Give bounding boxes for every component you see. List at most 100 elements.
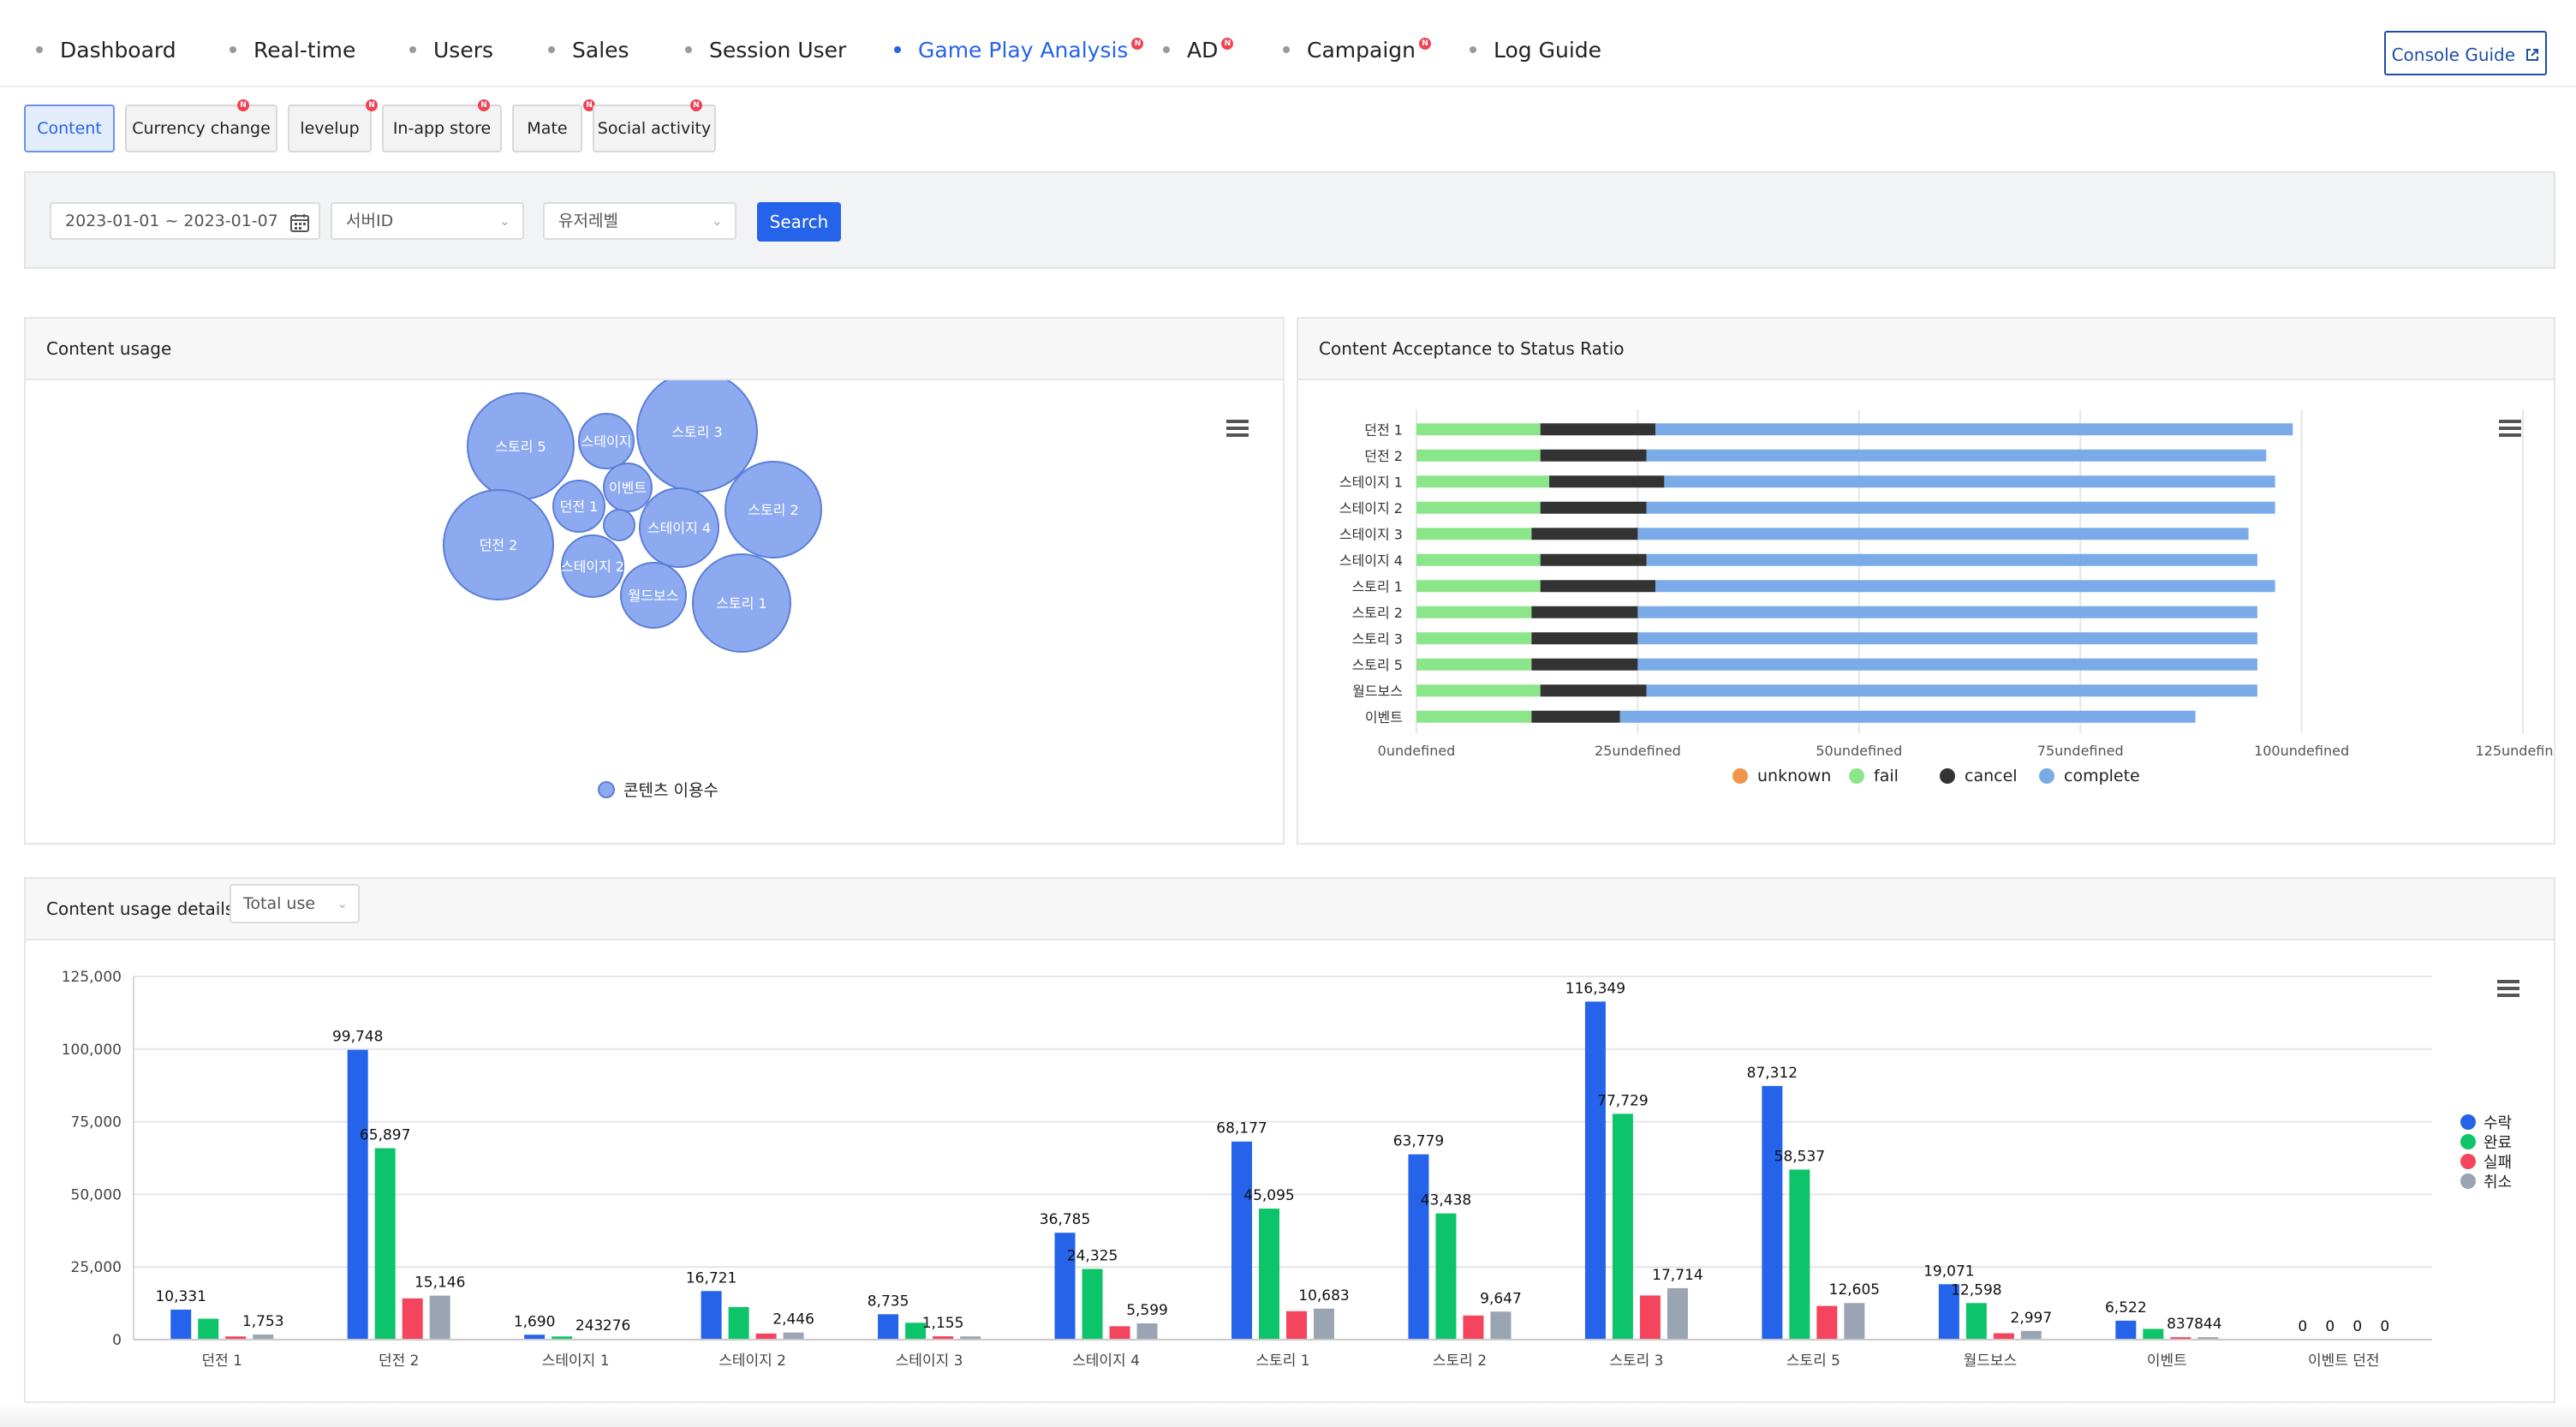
bar[interactable] — [728, 1307, 749, 1340]
bar[interactable] — [1490, 1311, 1512, 1340]
nav-tab-real-time[interactable]: Real-time — [230, 38, 355, 63]
bar-segment[interactable] — [1531, 606, 1638, 618]
bar[interactable] — [960, 1336, 981, 1340]
bar-segment[interactable] — [1646, 449, 2267, 462]
server-id-select[interactable]: 서버ID ⌄ — [331, 202, 524, 240]
bar[interactable] — [1054, 1233, 1076, 1340]
bubble[interactable]: 스토리 5 — [467, 392, 575, 500]
bar[interactable] — [1286, 1311, 1307, 1340]
bar[interactable] — [2115, 1320, 2137, 1340]
nav-tab-ad[interactable]: AD N — [1163, 38, 1234, 63]
bar-segment[interactable] — [1416, 553, 1541, 566]
bar[interactable] — [1463, 1315, 1484, 1340]
calendar-icon[interactable] — [289, 211, 310, 245]
bar-segment[interactable] — [1637, 606, 2257, 618]
chart-menu-icon[interactable] — [2499, 420, 2521, 437]
bar[interactable] — [552, 1336, 573, 1340]
bar-segment[interactable] — [1540, 449, 1647, 462]
bar[interactable] — [2143, 1328, 2164, 1340]
bar-segment[interactable] — [1646, 684, 2257, 697]
bar-segment[interactable] — [1540, 501, 1647, 514]
bar-segment[interactable] — [1540, 684, 1647, 697]
bar-segment[interactable] — [1416, 580, 1541, 593]
bar[interactable] — [1965, 1303, 1987, 1340]
bubble[interactable]: 월드보스 — [620, 562, 687, 629]
nav-tab-log-guide[interactable]: Log Guide — [1470, 38, 1601, 63]
subtab-social-activity[interactable]: Social activity — [593, 104, 716, 152]
bar[interactable] — [1762, 1085, 1783, 1340]
bar[interactable] — [1314, 1308, 1334, 1340]
subtab-currency-change[interactable]: Currency change — [125, 104, 277, 152]
bar[interactable] — [225, 1336, 247, 1340]
legend-item[interactable]: 실패 — [2460, 1154, 2512, 1172]
bar-segment[interactable] — [1416, 658, 1532, 671]
bar[interactable] — [1612, 1114, 1633, 1340]
bar[interactable] — [783, 1332, 804, 1340]
usage-type-select[interactable]: Total use ⌄ — [230, 884, 360, 923]
bubble[interactable]: 스토리 1 — [692, 553, 791, 653]
chart-menu-icon[interactable] — [2497, 980, 2519, 997]
bar[interactable] — [2020, 1330, 2042, 1340]
bar[interactable] — [1844, 1303, 1865, 1340]
bar-segment[interactable] — [1416, 449, 1541, 462]
legend-item[interactable]: fail — [1849, 767, 1899, 785]
legend-item[interactable]: unknown — [1732, 767, 1831, 785]
bar-segment[interactable] — [1637, 658, 2257, 671]
bar-segment[interactable] — [1531, 528, 1638, 540]
subtab-levelup[interactable]: levelup — [288, 104, 372, 152]
bar[interactable] — [402, 1298, 423, 1340]
bar-segment[interactable] — [1531, 632, 1638, 645]
search-button[interactable]: Search — [757, 202, 841, 242]
bubble[interactable] — [603, 509, 635, 541]
bar[interactable] — [1136, 1323, 1158, 1340]
bar[interactable] — [1231, 1141, 1252, 1340]
nav-tab-dashboard[interactable]: Dashboard — [36, 38, 176, 63]
nav-tab-campaign[interactable]: Campaign N — [1283, 38, 1431, 63]
bar[interactable] — [1435, 1213, 1457, 1340]
bar[interactable] — [347, 1049, 368, 1340]
bar[interactable] — [755, 1333, 777, 1340]
bar[interactable] — [198, 1318, 219, 1340]
bar[interactable] — [1109, 1326, 1130, 1340]
bubble[interactable]: 스테이지 2 — [561, 534, 624, 598]
bubble[interactable]: 던전 1 — [552, 480, 605, 533]
legend-item[interactable]: 수락 — [2460, 1114, 2512, 1132]
bar[interactable] — [253, 1334, 274, 1340]
bar-segment[interactable] — [1416, 632, 1532, 645]
nav-tab-session-user[interactable]: Session User — [685, 38, 846, 63]
bar[interactable] — [374, 1148, 396, 1340]
subtab-content[interactable]: Content — [24, 104, 115, 152]
legend-item[interactable]: 콘텐츠 이용수 — [598, 778, 719, 801]
bar[interactable] — [905, 1323, 927, 1340]
bar-segment[interactable] — [1619, 710, 2196, 723]
bar-segment[interactable] — [1416, 528, 1532, 540]
bubble[interactable]: 스토리 2 — [724, 461, 822, 558]
bar-segment[interactable] — [1416, 606, 1532, 618]
legend-item[interactable]: cancel — [1940, 767, 2018, 785]
bar-segment[interactable] — [1540, 553, 1647, 566]
bar-segment[interactable] — [1646, 501, 2275, 514]
date-range-picker[interactable]: 2023-01-01 ~ 2023-01-07 — [50, 202, 320, 240]
bar[interactable] — [1816, 1305, 1838, 1340]
bar-segment[interactable] — [1416, 684, 1541, 697]
chart-menu-icon[interactable] — [1226, 420, 1249, 437]
bar[interactable] — [1408, 1154, 1429, 1340]
bar-segment[interactable] — [1655, 580, 2275, 593]
subtab-in-app-store[interactable]: In-app store — [382, 104, 502, 152]
legend-item[interactable]: 완료 — [2460, 1134, 2512, 1152]
user-level-select[interactable]: 유저레벨 ⌄ — [543, 202, 736, 240]
bar[interactable] — [524, 1334, 546, 1340]
bar[interactable] — [170, 1309, 192, 1340]
nav-tab-sales[interactable]: Sales — [548, 38, 629, 63]
bar-segment[interactable] — [1416, 423, 1541, 436]
bubble[interactable]: 스테이지 — [578, 413, 635, 469]
bubble[interactable]: 이벤트 — [603, 463, 653, 512]
bar[interactable] — [1639, 1295, 1661, 1340]
bar[interactable] — [701, 1291, 722, 1340]
bar[interactable] — [1667, 1287, 1688, 1340]
bar[interactable] — [1789, 1169, 1810, 1340]
bar[interactable] — [2170, 1337, 2191, 1340]
bar[interactable] — [878, 1314, 899, 1340]
legend-item[interactable]: 취소 — [2460, 1173, 2512, 1191]
bar-segment[interactable] — [1540, 423, 1656, 436]
